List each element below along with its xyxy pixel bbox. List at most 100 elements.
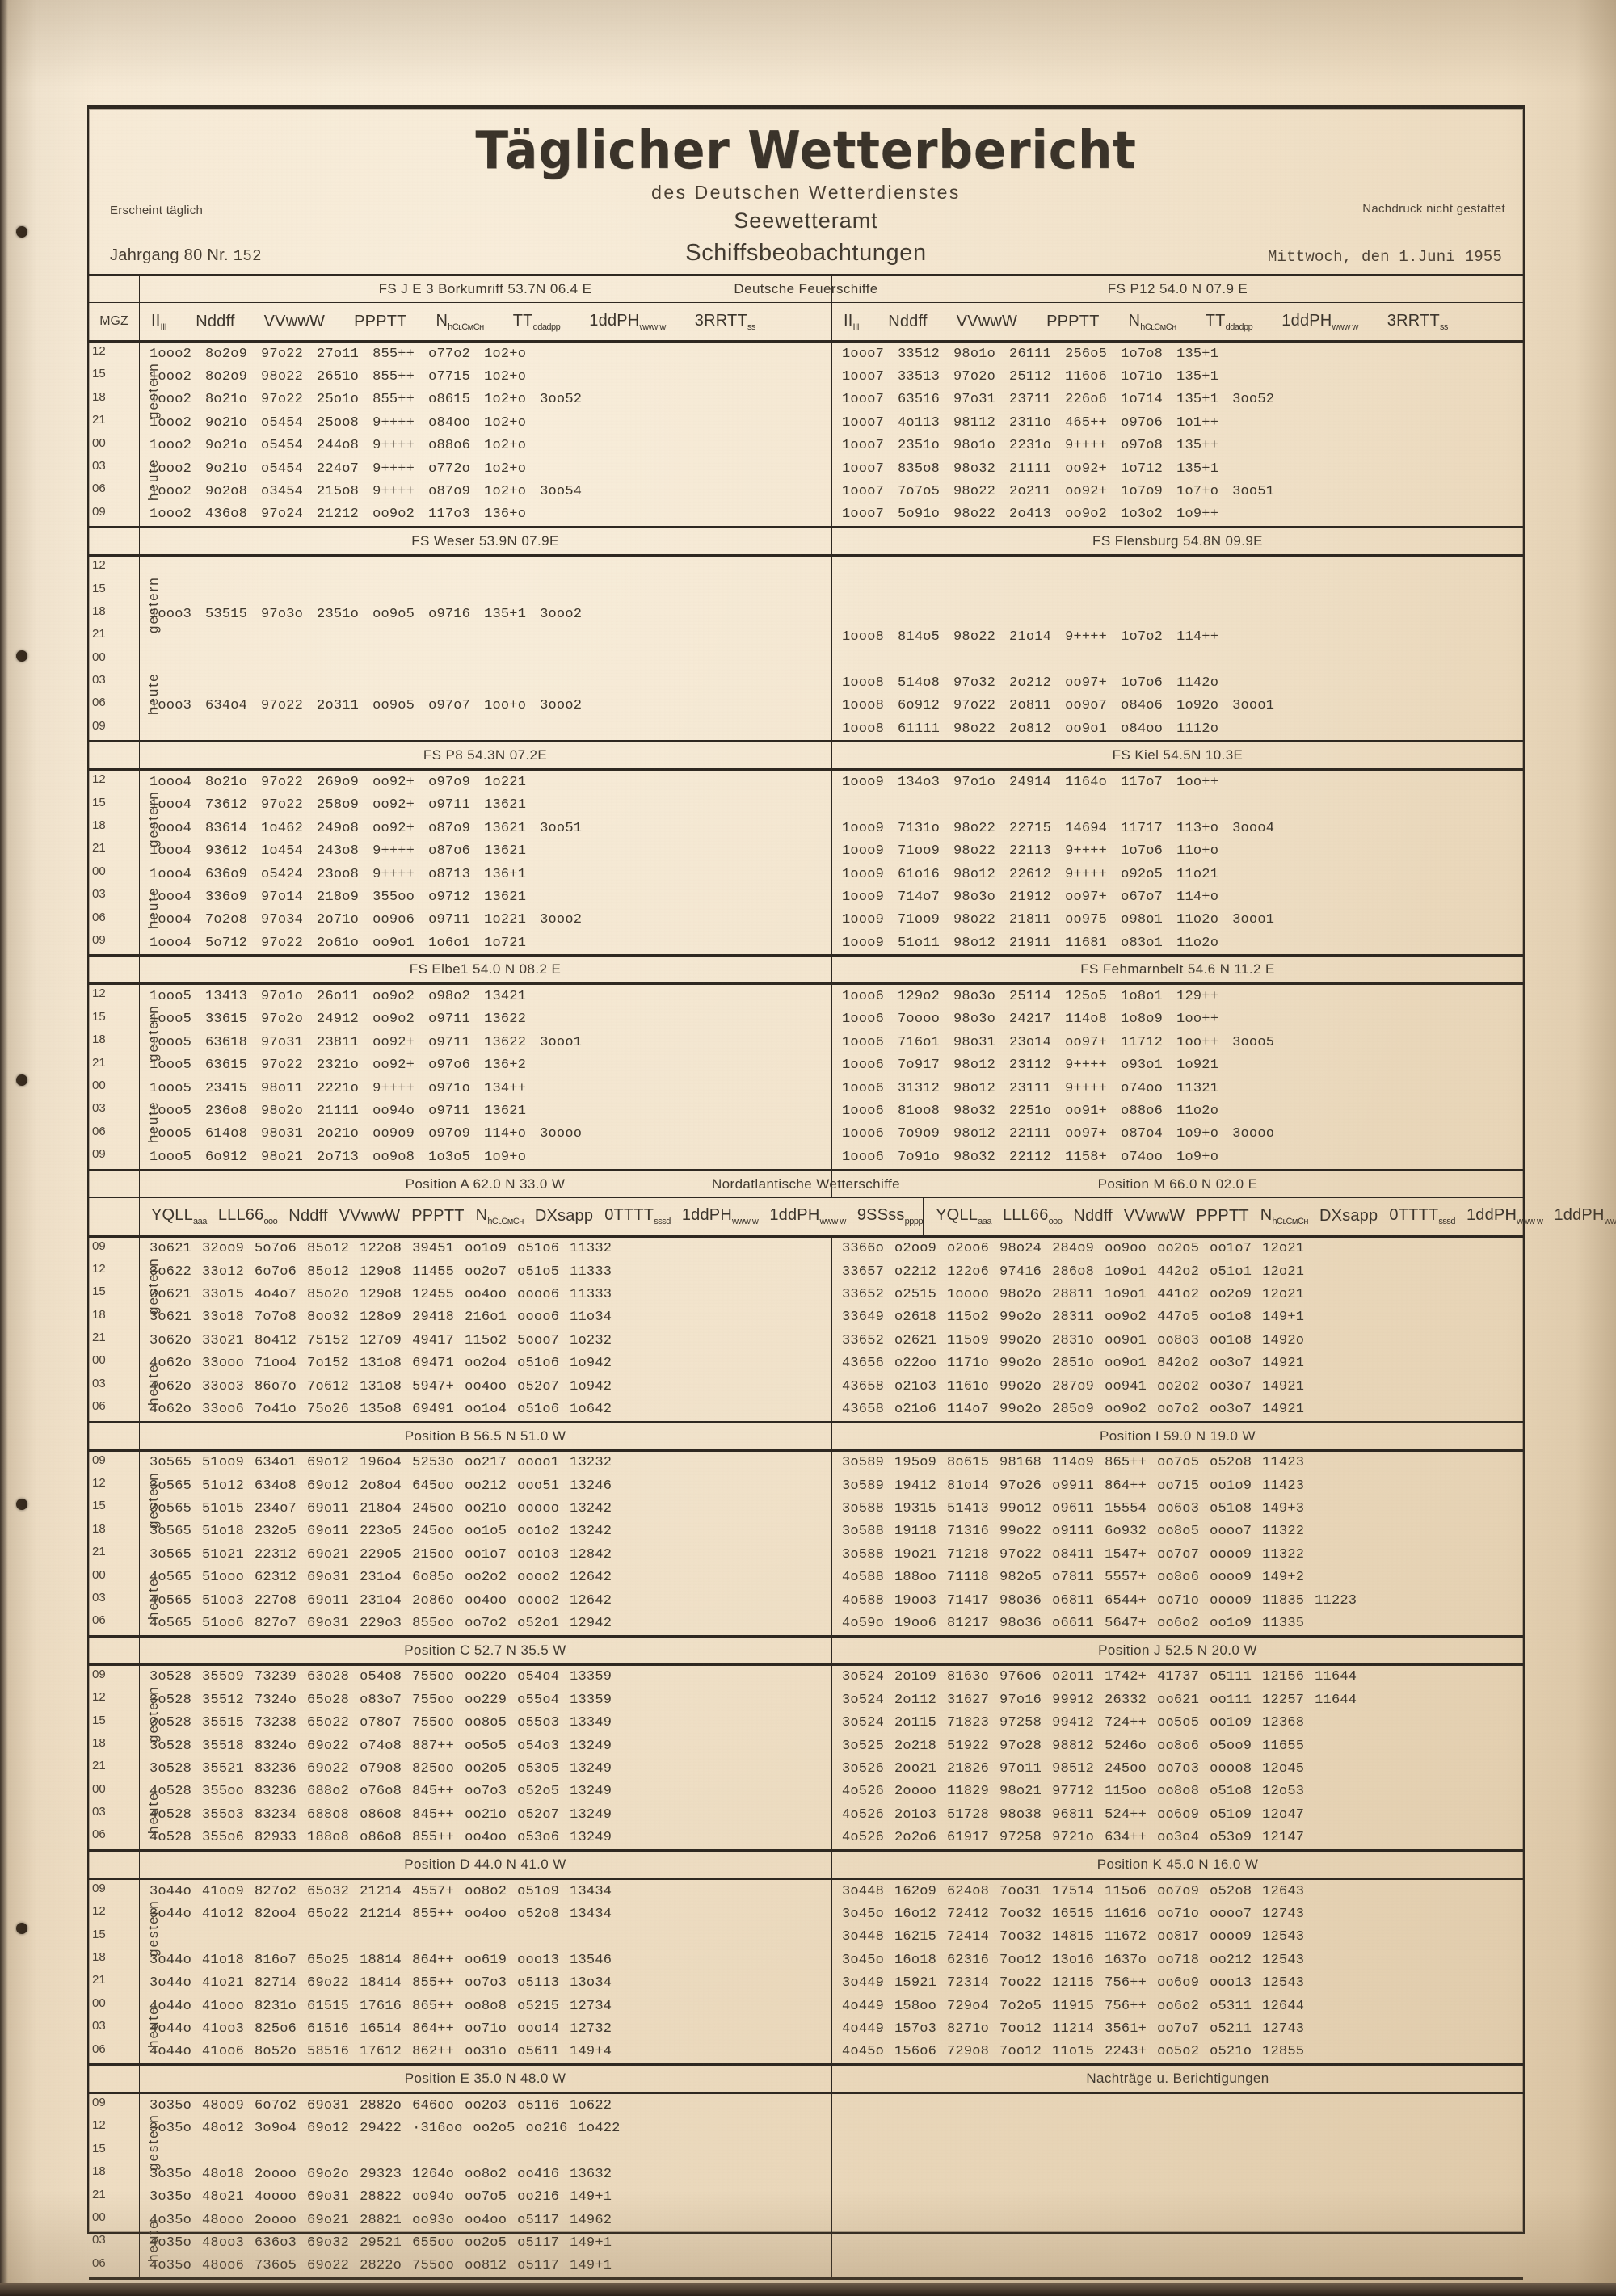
code-group: 129o2: [898, 989, 941, 1005]
code-group: 436o8: [205, 507, 248, 523]
section-rows: 09 3o621 32oo9 5o7o6 85o12 122o8 39451 oo1o9 o51…: [89, 1237, 1523, 1421]
code-group: 99412: [1052, 1715, 1095, 1731]
code-group: 61o16: [898, 866, 941, 882]
code-group: oo9o9: [372, 1126, 415, 1142]
code-group: 26o11: [317, 989, 360, 1005]
code-group: 7oo12: [999, 1952, 1042, 1968]
code-group: 9++++: [1065, 1080, 1108, 1096]
code-group: 3o528: [149, 1738, 192, 1754]
code-group: 117o3: [428, 507, 471, 523]
hour-label: 18: [92, 2164, 106, 2179]
code-group: 12o47: [1262, 1806, 1305, 1823]
code-group: 8324o: [255, 1738, 297, 1754]
table-row: 03 4o62o 33oo3 86o7o 7o612 131o8 5947+ oo4oo o52…: [89, 1374, 1523, 1398]
table-row: 15 3o528 35515 73238 65o22 o78o7 755oo oo8o5 o55…: [89, 1711, 1523, 1735]
station-label: Nachträge u. Berichtigungen: [1086, 2071, 1269, 2086]
code-group: o5424: [261, 866, 304, 882]
code-group: 336o9: [205, 889, 248, 905]
code-group: 269o9: [317, 774, 360, 790]
observation-cell-left: [140, 648, 832, 672]
code-group: 31312: [898, 1080, 941, 1096]
observation-tables: FS J E 3 Borkumriff 53.7N 06.4 E FS P12 5…: [89, 274, 1616, 2281]
observation-cell-right: 4o588 19oo3 71417 98o36 o6811 6544+ oo71o oooo9…: [832, 1589, 1523, 1612]
section-ws-D: Position D 44.0 N 41.0 W Position K 45.0 …: [89, 1848, 1523, 2063]
code-group: 98o22: [953, 820, 996, 836]
code-group: o3454: [261, 484, 304, 500]
code-group: 51oo6: [202, 1616, 245, 1632]
table-row: 12 3o35o 48o12 3o9o4 69o12 29422·316oo oo2o5 oo…: [89, 2117, 1523, 2140]
code-group: 11616: [1105, 1906, 1147, 1922]
code-group: 97o2o: [953, 369, 996, 385]
hour-label: 03: [92, 458, 106, 473]
code-group: o7811: [1052, 1570, 1095, 1586]
hour-label: 18: [92, 1521, 106, 1536]
station-title-right: FS Kiel 54.5N 10.3E: [832, 742, 1523, 768]
code-group: 825oo: [412, 1761, 455, 1777]
station-label: FS Fehmarnbelt 54.6 N 11.2 E: [1080, 961, 1275, 978]
code-group: oo92+: [372, 1034, 415, 1050]
code-group: 136+1: [484, 866, 527, 882]
code-group: 4o35o: [149, 2235, 192, 2252]
hour-label: 06: [92, 1399, 106, 1414]
code-group: 12257: [1262, 1692, 1305, 1708]
code-group: 1oo++: [1176, 774, 1219, 790]
code-group: 98o31: [953, 1034, 996, 1050]
code-group: 755oo: [412, 1669, 455, 1685]
code-group: 7o152: [307, 1356, 350, 1372]
code-group: 69o12: [307, 1478, 350, 1494]
code-group: 122o8: [360, 1241, 402, 1257]
code-group: 3o589: [842, 1478, 885, 1494]
code-group: 117o7: [1121, 774, 1164, 790]
code-group: 13421: [484, 989, 527, 1005]
code-group: 97o22: [261, 698, 304, 714]
code-group: 72314: [947, 1975, 990, 1991]
code-group: 232o5: [255, 1524, 297, 1540]
code-group: 98o12: [953, 1080, 996, 1096]
code-group: 2o1o3: [894, 1806, 937, 1823]
code-group: 23o14: [1009, 1034, 1052, 1050]
code-group: 99o2o: [999, 1378, 1042, 1394]
code-group: 65o32: [307, 1883, 350, 1899]
code-group: 73239: [255, 1669, 297, 1685]
hour-cell: 09: [89, 2094, 140, 2117]
code-group: 17514: [1052, 1883, 1095, 1899]
code-group: 1ooo2: [149, 392, 192, 408]
code-group: 4o44o: [149, 2021, 192, 2037]
station-title-left: Position A 62.0 N 33.0 W: [140, 1171, 832, 1197]
code-group: 35521: [202, 1761, 245, 1777]
code-group: 1ooo6: [842, 1034, 885, 1050]
code-group: o97o7: [428, 698, 471, 714]
observation-cell-left: 1ooo5 23415 98o11 2221o 9++++ o971o 134++: [140, 1076, 832, 1100]
observation-cell-left: 1ooo5 33615 97o2o 24912 oo9o2 o9711 13622: [140, 1007, 832, 1032]
code-group: 41oo3: [202, 2021, 245, 2037]
observation-cell-right: 1ooo9 714o7 98o3o 21912 oo97+ o67o7 114+o: [832, 885, 1523, 908]
code-group: 97o14: [261, 889, 304, 905]
code-group: oo92+: [1065, 460, 1108, 477]
observation-cell-right: 4o526 2o2o6 61917 97258 9721o 634++ oo3o4 o53o9…: [832, 1826, 1523, 1848]
code-group: 86o7o: [255, 1378, 297, 1394]
code-group: 19315: [894, 1501, 937, 1517]
code-group: 28822: [360, 2189, 402, 2206]
code-group: 8271o: [947, 2021, 990, 2037]
table-row: 21 3o44o 41o21 82714 69o22 18414 855++ oo7o3 o51…: [89, 1971, 1523, 1995]
code-group: 28311: [1052, 1310, 1095, 1326]
code-group: 115o2: [947, 1310, 990, 1326]
code-group: 127o9: [360, 1332, 402, 1348]
table-row: 18 1ooo2 8o21o 97o22 25o1o 855++ o8615 1o2+o 3oo…: [89, 388, 1523, 412]
code-group: 229o5: [360, 1546, 402, 1562]
code-group: 1o2+o: [484, 392, 527, 408]
code-group: 23811: [317, 1034, 360, 1050]
code-group: 441o2: [1157, 1286, 1200, 1302]
band-gutter: [89, 1851, 140, 1878]
code-group: 855++: [412, 1906, 455, 1922]
observation-cell-left: [140, 625, 832, 649]
code-group: 97o22: [261, 797, 304, 814]
code-group: 864++: [412, 1952, 455, 1968]
code-group: o84oo: [428, 414, 471, 431]
section-fs-3: FS P8 54.3N 07.2E FS Kiel 54.5N 10.3E 12 1o…: [89, 740, 1523, 955]
observation-cell-left: 4o528 355o6 82933 188o8 o86o8 855++ oo4oo o53o6…: [140, 1826, 832, 1849]
code-group: 9++++: [372, 1080, 415, 1096]
code-group: 1o2+o: [484, 414, 527, 431]
observation-cell-right: 1ooo6 81oo8 98o32 2251o oo91+ o88o6 11o2o: [832, 1100, 1523, 1122]
code-group: 97o22: [999, 1546, 1042, 1562]
